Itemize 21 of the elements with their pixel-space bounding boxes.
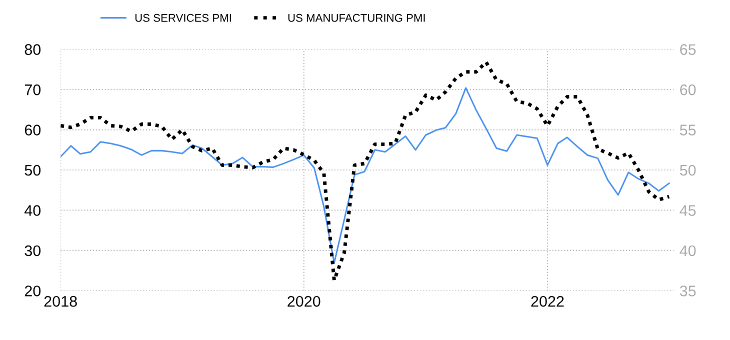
y-tick-label: 50 [24, 164, 41, 176]
y2-tick-label: 65 [680, 44, 696, 55]
line-series [60, 60, 671, 282]
y2-tick-label: 55 [680, 124, 696, 136]
y2-tick-label: 45 [680, 205, 696, 216]
y-tick-label: 70 [24, 84, 41, 96]
y-tick-label: 60 [24, 124, 41, 136]
y-tick-label: 40 [24, 205, 41, 216]
y2-tick-label: 40 [680, 245, 696, 256]
y-tick-label: 20 [24, 286, 41, 296]
x-tick-label: 2018 [44, 296, 77, 307]
x-tick-label: 2020 [288, 296, 320, 307]
legend-label: US SERVICES PMI [135, 14, 231, 22]
y-tick-label: 80 [24, 44, 41, 55]
y2-tick-label: 35 [680, 286, 696, 296]
y2-tick-label: 60 [680, 84, 696, 96]
line-series [60, 87, 670, 264]
y2-tick-label: 50 [680, 164, 696, 176]
y-tick-label: 30 [24, 245, 41, 256]
legend-label: US MANUFACTURING PMI [288, 14, 425, 22]
x-tick-label: 2022 [531, 296, 564, 307]
